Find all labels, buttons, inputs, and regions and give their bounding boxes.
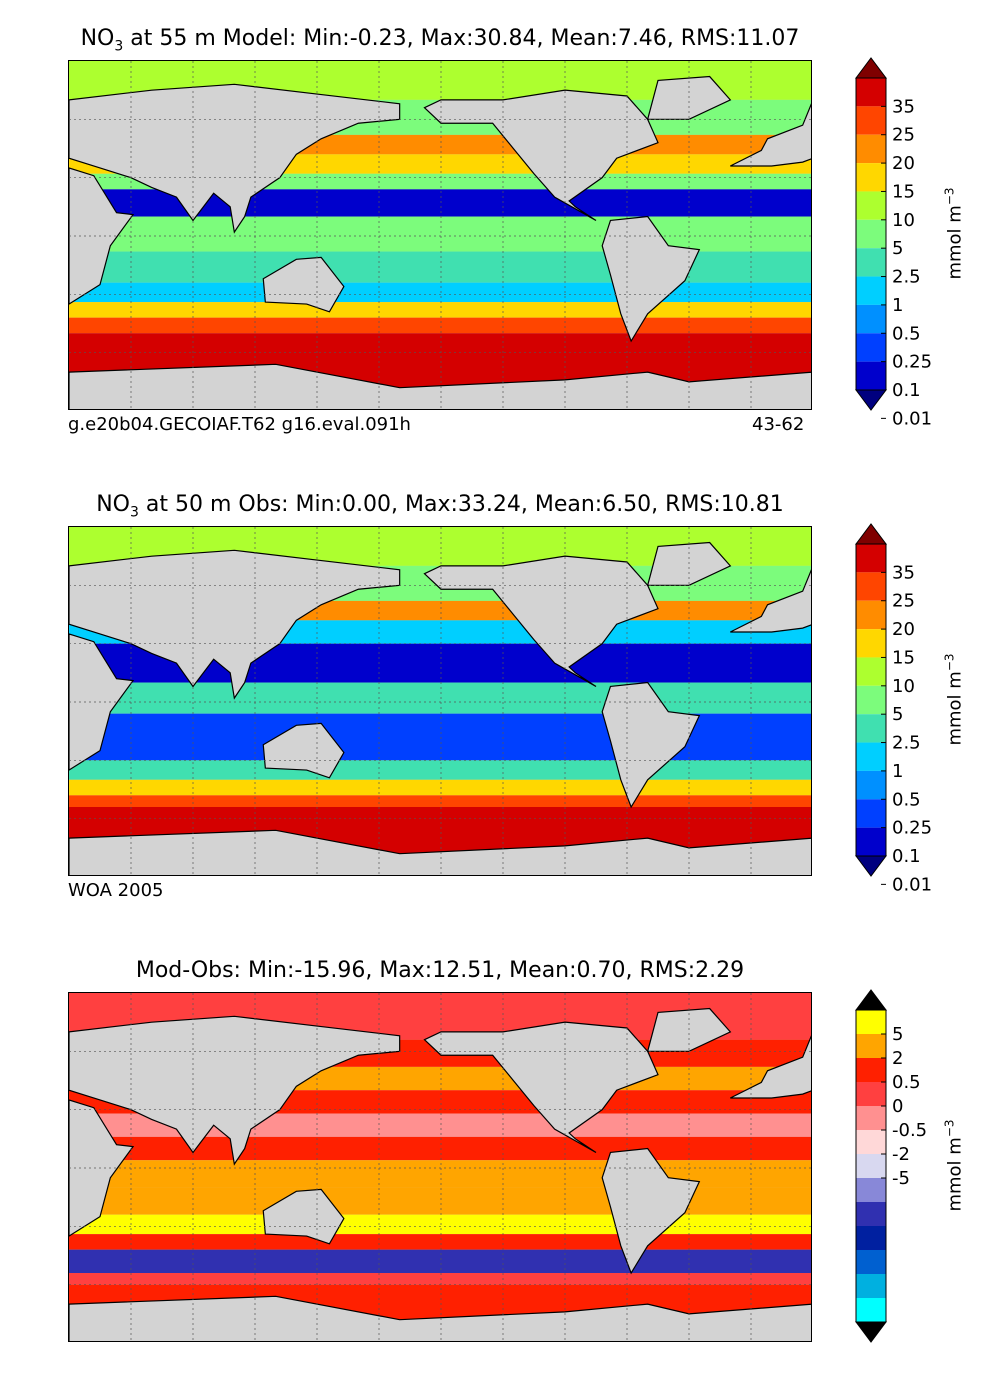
colorbar-tick-label: 0.1 [892,846,921,867]
colorbar-segment [856,1106,886,1130]
dataset-label: WOA 2005 [68,880,164,901]
colorbar-segment [856,1226,886,1250]
grid-lines [69,993,811,1341]
colorbar-segment [856,600,886,630]
colorbar-tick-label: 5 [892,1024,903,1045]
colorbar-tick-label: -0.5 [892,1120,927,1141]
colorbar-segment [856,248,886,277]
colorbar-segment [856,827,886,856]
colorbar-segment [856,134,886,164]
colorbar-segment [856,544,886,573]
panel-title: NO3 at 50 m Obs: Min:0.00, Max:33.24, Me… [96,492,784,521]
colorbar-tick-label: 2.5 [892,733,921,754]
colorbar-tick-label: 0.5 [892,789,921,810]
colorbar-segment [856,742,886,771]
colorbar-segment [856,1202,886,1226]
colorbar-segment [856,219,886,249]
colorbar-tick-label: 2 [892,1048,903,1069]
colorbar-segment [856,714,886,743]
colorbar-segment [856,106,886,135]
colorbar-tick-label: 1 [892,761,903,782]
colorbar-segment [856,1058,886,1082]
colorbar-max-arrow [855,57,887,79]
obs-map [68,526,812,876]
colorbar-segment [856,1178,886,1202]
run-name-label: g.e20b04.GECOIAF.T62 g16.eval.091h [68,414,411,435]
colorbar-tick-label: 0 [892,1096,903,1117]
colorbar-tick-label: 20 [892,619,915,640]
grid-lines [69,527,811,875]
colorbar-tick-label: 1 [892,295,903,316]
colorbar-min-arrow [855,389,887,411]
colorbar-unit-label: mmol m−3 [942,1119,966,1212]
colorbar-tick-label: 0.5 [892,323,921,344]
land-mask [69,75,811,409]
colorbar-segment [856,191,886,220]
colorbar-tick-label: 0.5 [892,1072,921,1093]
colorbar-segment [856,657,886,686]
difference-colorbar: 5 2 0.5 0 -0.5 -2 -5 [855,989,927,1343]
colorbar-segment [856,1298,886,1322]
colorbar-segment [856,333,886,362]
colorbar-min-arrow [855,1321,887,1343]
colorbar-tick-label: 15 [892,647,915,668]
colorbar-segment [856,163,886,192]
colorbar-tick-label: 20 [892,153,915,174]
colorbar-unit-label: mmol m−3 [942,187,966,280]
colorbar-unit-label: mmol m−3 [942,653,966,746]
colorbar-tick-label: 0.25 [892,352,932,373]
colorbar-segment [856,1274,886,1298]
panel-title: NO3 at 55 m Model: Min:-0.23, Max:30.84,… [80,26,800,55]
obs-colorbar: 35 25 20 15 10 5 2.5 1 0.5 0.25 0.1 0.01 [855,523,932,895]
colorbar-segment [856,304,886,334]
colorbar-tick-label: -5 [892,1168,910,1189]
difference-map [68,992,812,1342]
colorbar-segment [856,572,886,601]
colorbar-tick-label: 0.25 [892,818,932,839]
colorbar-tick-label: 2.5 [892,267,921,288]
colorbar-min-arrow [855,855,887,877]
colorbar-tick-label: 0.01 [892,408,932,429]
colorbar-segment [856,1154,886,1178]
colorbar-tick-label: 25 [892,591,915,612]
colorbar-tick-label: 10 [892,676,915,697]
colorbar-segment [856,799,886,828]
colorbar-tick-label: 25 [892,125,915,146]
colorbar-max-arrow [855,523,887,545]
colorbar-tick-label: 0.01 [892,874,932,895]
grid-lines [69,61,811,409]
colorbar-tick-label: 15 [892,181,915,202]
colorbar-segment [856,361,886,390]
colorbar-segment [856,1130,886,1154]
colorbar-tick-label: 35 [892,96,915,117]
colorbar-max-arrow [855,989,887,1011]
colorbar-segment [856,1034,886,1058]
colorbar-segment [856,1082,886,1106]
colorbar-tick-label: 5 [892,238,903,259]
colorbar-segment [856,685,886,715]
model-map [68,60,812,410]
panel-title: Mod-Obs: Min:-15.96, Max:12.51, Mean:0.7… [135,958,745,983]
colorbar-tick-label: 35 [892,562,915,583]
colorbar-segment [856,276,886,305]
colorbar-tick-label: 0.1 [892,380,921,401]
colorbar-tick-label: -2 [892,1144,910,1165]
colorbar-segment [856,1250,886,1274]
year-range-label: 43-62 [752,414,805,435]
model-colorbar: 35 25 20 15 10 5 2.5 1 0.5 0.25 0.1 0.01 [855,57,932,429]
colorbar-segment [856,770,886,800]
colorbar-segment [856,629,886,658]
colorbar-tick-label: 5 [892,704,903,725]
land-mask [69,541,811,875]
colorbar-tick-label: 10 [892,210,915,231]
colorbar-segment [856,78,886,107]
colorbar-segment [856,1010,886,1034]
